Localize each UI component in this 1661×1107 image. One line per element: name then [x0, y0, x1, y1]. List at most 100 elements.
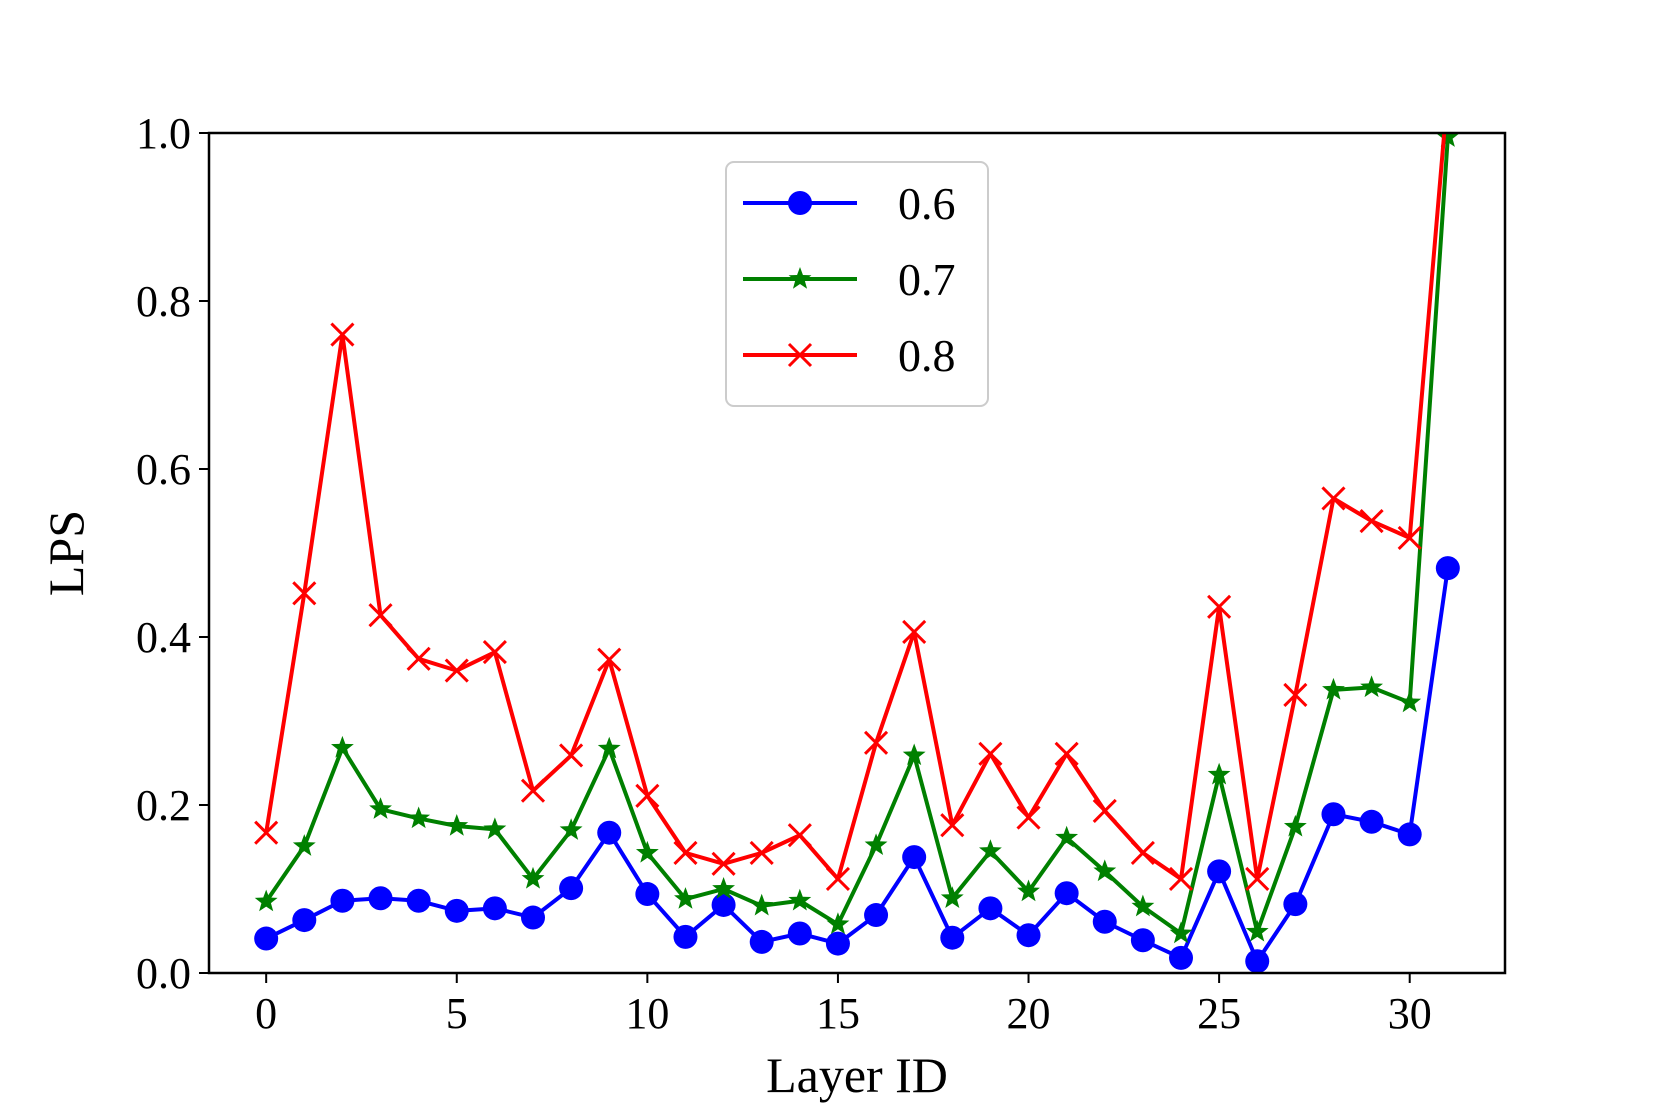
- data-point: [559, 743, 584, 768]
- x-axis-ticks: 0 5 10 15 20 25 30: [255, 973, 1432, 1038]
- data-point: [635, 840, 659, 863]
- data-point: [1130, 840, 1155, 865]
- data-point: [1131, 894, 1155, 917]
- data-point: [521, 905, 545, 930]
- data-point: [330, 888, 355, 913]
- data-point: [597, 736, 621, 759]
- series-line: [265, 567, 1450, 964]
- data-point: [750, 893, 774, 916]
- data-point: [254, 926, 279, 951]
- data-point: [559, 876, 584, 901]
- y-tick-label: 0.0: [136, 949, 191, 998]
- data-point: [673, 924, 698, 949]
- data-point: [788, 888, 812, 911]
- data-point: [482, 896, 507, 921]
- legend-marker: [788, 191, 812, 215]
- data-point: [521, 866, 545, 889]
- data-point: [292, 908, 317, 933]
- x-tick-label: 25: [1197, 989, 1241, 1038]
- data-point: [1360, 675, 1383, 698]
- plot-frame: [207, 131, 1507, 975]
- x-axis-title: Layer ID: [766, 1047, 948, 1103]
- legend-label: 0.8: [898, 330, 956, 381]
- series-0.8: [254, 80, 1459, 891]
- data-point: [864, 903, 889, 928]
- data-point: [254, 820, 279, 845]
- legend-marker: [788, 267, 812, 289]
- data-point: [787, 921, 812, 946]
- data-point: [711, 892, 736, 917]
- plot-area: [254, 80, 1460, 973]
- series-0.7: [254, 133, 1460, 944]
- data-point: [559, 818, 583, 840]
- y-axis-title: LPS: [38, 510, 94, 596]
- data-point: [483, 817, 507, 840]
- data-point: [978, 741, 1003, 766]
- data-point: [978, 896, 1003, 921]
- data-point: [1437, 80, 1459, 102]
- data-point: [1397, 822, 1422, 847]
- data-point: [1169, 921, 1193, 944]
- data-point: [1207, 762, 1231, 785]
- x-tick-label: 0: [255, 989, 277, 1038]
- data-point: [825, 931, 850, 956]
- data-point: [407, 806, 431, 829]
- x-tick-label: 10: [625, 989, 669, 1038]
- x-tick-label: 30: [1388, 989, 1432, 1038]
- data-point: [1054, 741, 1079, 766]
- data-point: [1092, 798, 1117, 823]
- data-point: [749, 929, 774, 954]
- y-tick-label: 0.2: [136, 781, 191, 830]
- data-point: [673, 840, 698, 865]
- data-point: [1055, 825, 1079, 848]
- data-point: [1359, 509, 1384, 534]
- data-point: [635, 783, 660, 808]
- y-axis-ticks: 0.0 0.2 0.4 0.6 0.8 1.0: [136, 109, 209, 998]
- data-point: [712, 877, 735, 899]
- data-point: [1130, 928, 1155, 953]
- data-point: [331, 735, 354, 758]
- series-line: [264, 133, 1447, 881]
- data-point: [825, 866, 851, 891]
- data-point: [254, 889, 278, 912]
- data-point: [1016, 805, 1041, 830]
- data-point: [902, 845, 927, 870]
- data-point: [749, 840, 774, 865]
- y-tick-label: 0.6: [136, 445, 191, 494]
- data-point: [1169, 945, 1193, 970]
- data-point: [1435, 556, 1460, 581]
- data-point: [902, 743, 926, 766]
- data-point: [1245, 919, 1269, 942]
- data-point: [1245, 949, 1270, 973]
- data-point: [902, 619, 927, 645]
- data-point: [406, 888, 431, 913]
- data-point: [597, 820, 622, 845]
- data-point: [1207, 594, 1232, 619]
- data-point: [1397, 525, 1422, 550]
- data-point: [863, 730, 889, 755]
- y-tick-label: 1.0: [136, 109, 191, 158]
- y-tick-label: 0.4: [136, 613, 191, 662]
- data-point: [369, 797, 392, 819]
- data-point: [1322, 677, 1345, 700]
- data-point: [1092, 909, 1117, 934]
- data-point: [1321, 802, 1346, 827]
- data-point: [940, 886, 964, 908]
- data-point: [520, 778, 546, 803]
- data-point: [406, 646, 431, 671]
- data-point: [292, 834, 316, 856]
- data-point: [674, 887, 697, 909]
- data-point: [1093, 859, 1117, 882]
- data-point: [787, 823, 812, 848]
- data-point: [1207, 859, 1232, 884]
- data-point: [482, 640, 507, 665]
- data-point: [368, 886, 393, 911]
- data-point: [1398, 690, 1422, 713]
- data-point: [711, 851, 736, 876]
- data-point: [330, 322, 355, 347]
- data-point: [635, 882, 660, 907]
- data-point: [1168, 866, 1194, 891]
- legend: 0.6 0.7 0.8: [725, 161, 989, 407]
- data-point: [1017, 879, 1040, 902]
